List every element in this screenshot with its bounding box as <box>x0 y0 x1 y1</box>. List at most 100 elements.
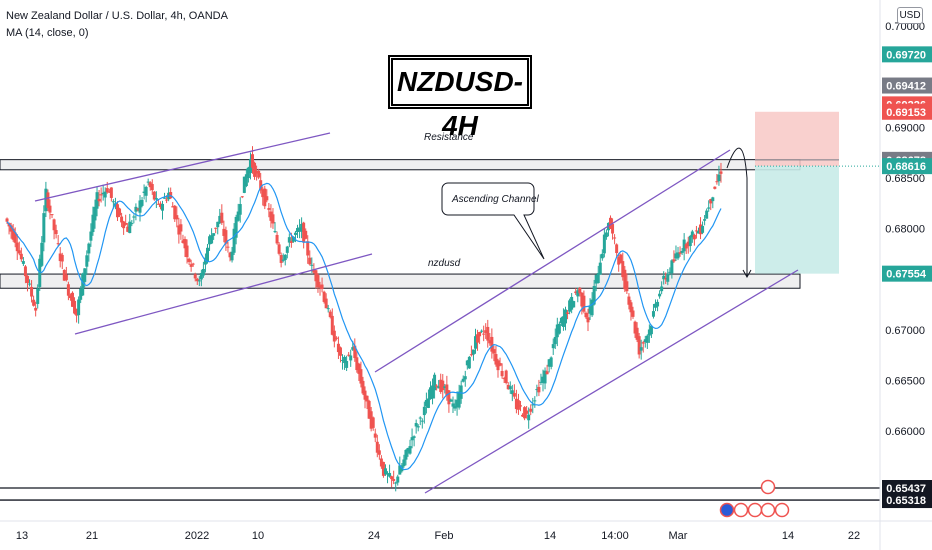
support-label: nzdusd <box>428 258 461 269</box>
candle-body <box>85 255 89 267</box>
candle-body <box>246 167 250 179</box>
candle-body <box>234 216 238 238</box>
candle-body <box>42 213 46 243</box>
candle-body <box>261 189 265 198</box>
candle-body <box>267 208 271 210</box>
candle-body <box>674 253 678 259</box>
candle-body <box>543 370 547 384</box>
price-label-text: 0.68616 <box>886 161 926 173</box>
candle-body <box>109 187 113 198</box>
candle-body <box>341 359 345 361</box>
candle-body <box>424 399 428 407</box>
candle-body <box>11 228 15 240</box>
price-label-box <box>882 158 932 175</box>
candle-body <box>87 243 91 254</box>
candle-body <box>377 450 381 455</box>
candle-body <box>122 221 126 229</box>
candle-body <box>500 370 504 377</box>
candle-body <box>326 308 330 310</box>
candle-body <box>654 303 658 308</box>
y-tick-label: 0.69000 <box>885 122 925 134</box>
candle-body <box>488 340 492 344</box>
candle-body <box>461 378 465 382</box>
candle-body <box>651 311 655 317</box>
moving-average-line <box>6 182 722 471</box>
candle-body <box>222 228 226 236</box>
currency-button[interactable]: USD <box>897 7 923 24</box>
event-icons[interactable] <box>719 479 790 518</box>
candle-body <box>345 361 349 368</box>
candle-body <box>590 299 594 316</box>
candle-body <box>561 316 565 327</box>
take-profit-zone <box>755 166 839 274</box>
candle-body <box>568 300 572 312</box>
y-tick-label: 0.66500 <box>885 375 925 387</box>
candle-body <box>208 236 212 245</box>
candle-body <box>627 296 631 305</box>
candle-body <box>600 253 604 259</box>
candle-body <box>206 247 210 262</box>
price-label-box <box>882 492 932 509</box>
candle-body <box>592 285 596 305</box>
candle-body <box>230 251 234 261</box>
candle-body <box>275 234 279 244</box>
candle-body <box>559 317 563 324</box>
candle-body <box>287 237 291 243</box>
candle-body <box>144 186 148 196</box>
candle-body <box>566 312 570 314</box>
economic-event-icon <box>719 502 735 518</box>
y-axis[interactable]: 0.70000 0.69000 0.68500 0.68000 0.67000 0.665… <box>879 0 932 550</box>
candle-body <box>293 232 297 235</box>
x-tick-label: 14:00 <box>601 530 629 542</box>
candle-body <box>629 302 633 313</box>
economic-event-icon <box>760 479 776 495</box>
candle-body <box>711 197 715 202</box>
candle-body <box>512 393 516 397</box>
candle-body <box>54 230 58 235</box>
channel-line <box>374 149 731 373</box>
candle-body <box>259 180 263 191</box>
candle-body <box>158 203 162 208</box>
symbol-title[interactable]: New Zealand Dollar / U.S. Dollar, 4h, OA… <box>6 10 228 22</box>
y-tick-label: 0.68500 <box>885 173 925 185</box>
candle-body <box>308 257 312 265</box>
candle-body <box>253 162 257 177</box>
zones <box>0 111 880 501</box>
candle-body <box>717 174 721 182</box>
candle-body <box>128 221 132 234</box>
x-tick-label: 10 <box>252 530 264 542</box>
candle-body <box>551 344 555 349</box>
candle-body <box>639 347 643 351</box>
chart-header: New Zealand Dollar / U.S. Dollar, 4h, OA… <box>6 8 228 42</box>
candle-body <box>68 295 72 299</box>
candle-body <box>553 336 557 345</box>
candle-body <box>330 315 334 335</box>
candle-body <box>197 280 201 282</box>
candle-body <box>486 326 490 341</box>
candle-body <box>183 239 187 249</box>
channel-lines <box>34 132 799 494</box>
candle-body <box>478 332 482 337</box>
candle-body <box>496 360 500 371</box>
price-label-text: 0.67554 <box>886 269 927 281</box>
candle-body <box>359 369 363 384</box>
candle-body <box>594 274 598 284</box>
candle-body <box>163 197 167 199</box>
candle-body <box>564 309 568 324</box>
indicator-legend[interactable]: MA (14, close, 0) <box>6 27 89 39</box>
candle-body <box>314 270 318 282</box>
candle-body <box>328 311 332 318</box>
candle-body <box>343 356 347 364</box>
candle-body <box>680 250 684 253</box>
candle-body <box>574 291 578 294</box>
candle-body <box>126 226 130 232</box>
candle-body <box>228 252 232 258</box>
candle-body <box>535 389 539 391</box>
candle-body <box>361 380 365 394</box>
candle-body <box>191 263 195 265</box>
x-tick-label: 24 <box>368 530 380 542</box>
candle-body <box>226 246 230 248</box>
candle-body <box>134 206 138 212</box>
candle-body <box>70 292 74 307</box>
